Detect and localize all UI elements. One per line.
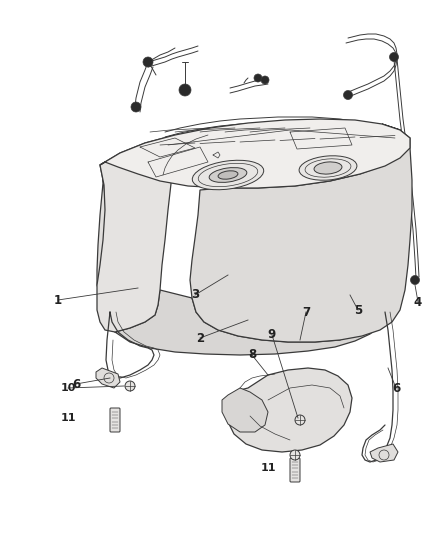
Polygon shape: [222, 388, 268, 432]
Text: 4: 4: [414, 295, 422, 309]
Circle shape: [295, 415, 305, 425]
Circle shape: [343, 91, 353, 100]
Ellipse shape: [192, 160, 264, 190]
Circle shape: [125, 381, 135, 391]
Polygon shape: [97, 162, 112, 312]
Text: 1: 1: [54, 294, 62, 306]
Text: 10: 10: [60, 383, 76, 393]
Polygon shape: [190, 124, 412, 342]
Circle shape: [261, 76, 269, 84]
Polygon shape: [100, 119, 410, 188]
Text: 7: 7: [302, 305, 310, 319]
Ellipse shape: [209, 167, 247, 182]
Text: 6: 6: [72, 377, 80, 391]
Polygon shape: [96, 368, 120, 388]
Circle shape: [143, 57, 153, 67]
Text: 11: 11: [260, 463, 276, 473]
Ellipse shape: [314, 162, 342, 174]
Circle shape: [290, 450, 300, 460]
Circle shape: [410, 276, 420, 285]
FancyBboxPatch shape: [110, 408, 120, 432]
Text: 2: 2: [196, 332, 204, 344]
Ellipse shape: [218, 171, 238, 179]
Polygon shape: [370, 444, 398, 462]
Circle shape: [389, 52, 399, 61]
Circle shape: [179, 84, 191, 96]
Text: 3: 3: [191, 288, 199, 302]
Text: 11: 11: [60, 413, 76, 423]
Text: 6: 6: [392, 382, 400, 394]
Polygon shape: [97, 135, 175, 332]
Polygon shape: [112, 250, 393, 355]
Circle shape: [254, 74, 262, 82]
FancyBboxPatch shape: [290, 458, 300, 482]
Polygon shape: [228, 368, 352, 452]
Text: 5: 5: [354, 303, 362, 317]
Text: 8: 8: [248, 349, 256, 361]
Text: 9: 9: [268, 328, 276, 342]
Ellipse shape: [299, 156, 357, 180]
Circle shape: [131, 102, 141, 112]
